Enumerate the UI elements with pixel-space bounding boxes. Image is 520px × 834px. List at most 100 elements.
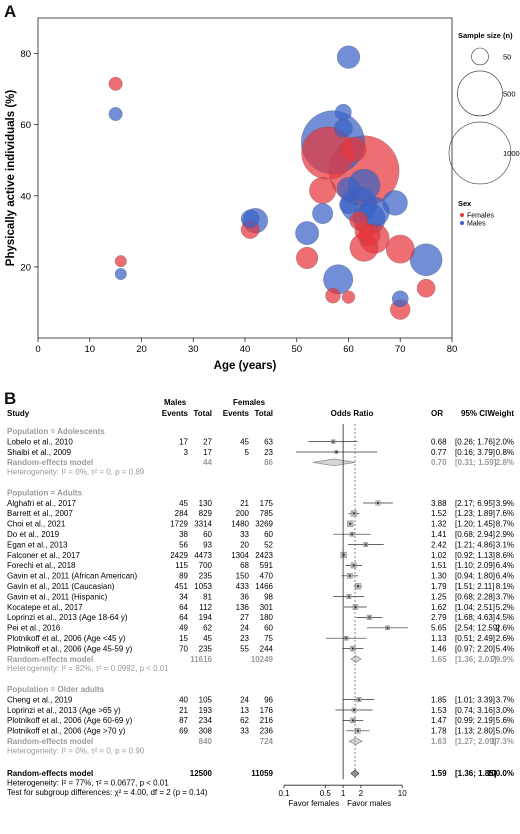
point-males	[312, 203, 334, 225]
male-total: 193	[199, 706, 213, 715]
study-name: Forechi et al., 2018	[7, 561, 76, 570]
female-total: 216	[260, 716, 274, 725]
study-name: Plotnikoff et al., 2006 (Age <45 y)	[7, 634, 126, 643]
female-events: 1304	[231, 551, 249, 560]
study-ci: [1.04; 2.51]	[455, 603, 495, 612]
color-legend-label: Females	[467, 212, 494, 219]
female-events: 23	[240, 634, 249, 643]
study-ci: [1.21; 4.86]	[455, 540, 495, 549]
color-legend-title: Sex	[458, 199, 472, 208]
y-tick-label: 40	[20, 191, 31, 202]
male-events: 21	[179, 706, 188, 715]
overall-or: 1.59	[431, 769, 447, 778]
male-total: 700	[199, 561, 213, 570]
female-events: 68	[240, 561, 249, 570]
study-weight: 8.6%	[496, 551, 514, 560]
point-females	[341, 290, 356, 304]
male-events: 45	[179, 499, 188, 508]
female-events: 24	[240, 624, 249, 633]
study-name: Loprinzi et al., 2013 (Age >65 y)	[7, 706, 121, 715]
male-total: 45	[203, 634, 212, 643]
study-or: 1.30	[431, 572, 447, 581]
study-or: 1.47	[431, 716, 447, 725]
x-tick-label: 50	[291, 344, 302, 355]
study-ci: [2.17; 6.95]	[455, 499, 495, 508]
study-weight: 3.7%	[496, 695, 514, 704]
header-study: Study	[7, 409, 30, 418]
male-total: 235	[199, 644, 213, 653]
study-or: 0.68	[431, 437, 447, 446]
study-marker-center	[357, 585, 360, 588]
female-events: 33	[240, 530, 249, 539]
size-legend-title: Sample size (n)	[458, 31, 513, 40]
male-events: 284	[175, 509, 189, 518]
group-model-or: 0.70	[431, 458, 447, 467]
female-events: 433	[236, 582, 250, 591]
point-males	[391, 290, 409, 308]
group-model-ci: [0.31; 1.59]	[455, 458, 497, 467]
study-ci: [0.92; 1.13]	[455, 551, 495, 560]
study-marker-center	[332, 440, 335, 443]
female-events: 21	[240, 499, 249, 508]
group-model-or: 1.63	[431, 737, 447, 746]
study-name: Gavin et al., 2011 (Caucasian)	[7, 582, 115, 591]
male-total: 112	[199, 603, 212, 612]
forest-tick-label: 10	[398, 789, 407, 798]
study-weight: 6.4%	[496, 572, 514, 581]
point-females	[325, 287, 341, 304]
female-total: 176	[260, 706, 274, 715]
female-total: 236	[260, 727, 274, 736]
study-ci: [0.97; 2.20]	[455, 644, 495, 653]
study-marker-center	[335, 451, 338, 453]
point-females	[340, 136, 367, 163]
study-name: Plotnikoff et al., 2006 (Age 60-69 y)	[7, 716, 133, 725]
male-total: 829	[199, 509, 213, 518]
study-or: 2.42	[431, 540, 447, 549]
summary-diamond	[348, 737, 363, 745]
study-ci: [1.20; 1.45]	[455, 520, 495, 529]
study-name: Cheng et al., 2019	[7, 695, 73, 704]
color-legend-label: Males	[467, 220, 486, 227]
male-events: 69	[179, 727, 188, 736]
study-weight: 2.0%	[496, 437, 514, 446]
study-ci: [0.26; 1.76]	[455, 437, 495, 446]
study-or: 1.02	[431, 551, 447, 560]
group-model-ci: [1.27; 2.09]	[455, 737, 497, 746]
size-legend-label: 1000	[503, 149, 520, 158]
summary-diamond	[312, 458, 356, 467]
male-total: 308	[199, 727, 213, 736]
size-legend-label: 50	[503, 52, 511, 61]
point-males	[108, 106, 123, 122]
study-ci: [0.99; 2.19]	[455, 716, 495, 725]
group-model-male-total: 11616	[190, 655, 212, 664]
study-weight: 0.8%	[496, 448, 514, 457]
group-model-female-total: 86	[264, 458, 273, 467]
forest-plot: Males Females Study Events Total Events Total O…	[7, 398, 514, 808]
point-females	[416, 278, 436, 298]
study-weight: 5.6%	[496, 716, 514, 725]
study-ci: [0.94; 1.80]	[455, 572, 495, 581]
study-ci: [1.23; 1.89]	[455, 509, 495, 518]
study-name: Gavin et al., 2011 (Hispanic)	[7, 592, 108, 601]
study-ci: [1.51; 2.11]	[455, 582, 494, 591]
study-weight: 4.5%	[496, 613, 514, 622]
study-ci: [0.68; 2.28]	[455, 592, 495, 601]
point-females	[108, 76, 123, 91]
study-name: Alghafri et al., 2017	[7, 499, 76, 508]
point-males	[334, 103, 352, 121]
study-or: 1.85	[431, 695, 447, 704]
study-name: Lobelo et al., 2010	[7, 437, 73, 446]
header-females: Females	[233, 398, 266, 407]
group-title: Population = Older adults	[7, 685, 105, 694]
male-events: 1729	[170, 520, 188, 529]
male-total: 62	[203, 624, 212, 633]
female-events: 27	[240, 613, 249, 622]
study-ci: [1.10; 2.09]	[455, 561, 495, 570]
scatter-axes: 0 10 20 30 40 50 60 70 80 20 40 60 80 Age (years) Phys…	[5, 17, 457, 372]
study-or: 1.79	[431, 582, 447, 591]
study-name: Plotnikoff et al., 2006 (Age 45-59 y)	[7, 644, 133, 653]
overall-ci: [1.36; 1.85]	[455, 769, 497, 778]
study-name: Choi et al., 2021	[7, 520, 66, 529]
study-name: Loprinzi et al., 2013 (Age 18-64 y)	[7, 613, 128, 622]
study-weight: 5.0%	[496, 727, 514, 736]
